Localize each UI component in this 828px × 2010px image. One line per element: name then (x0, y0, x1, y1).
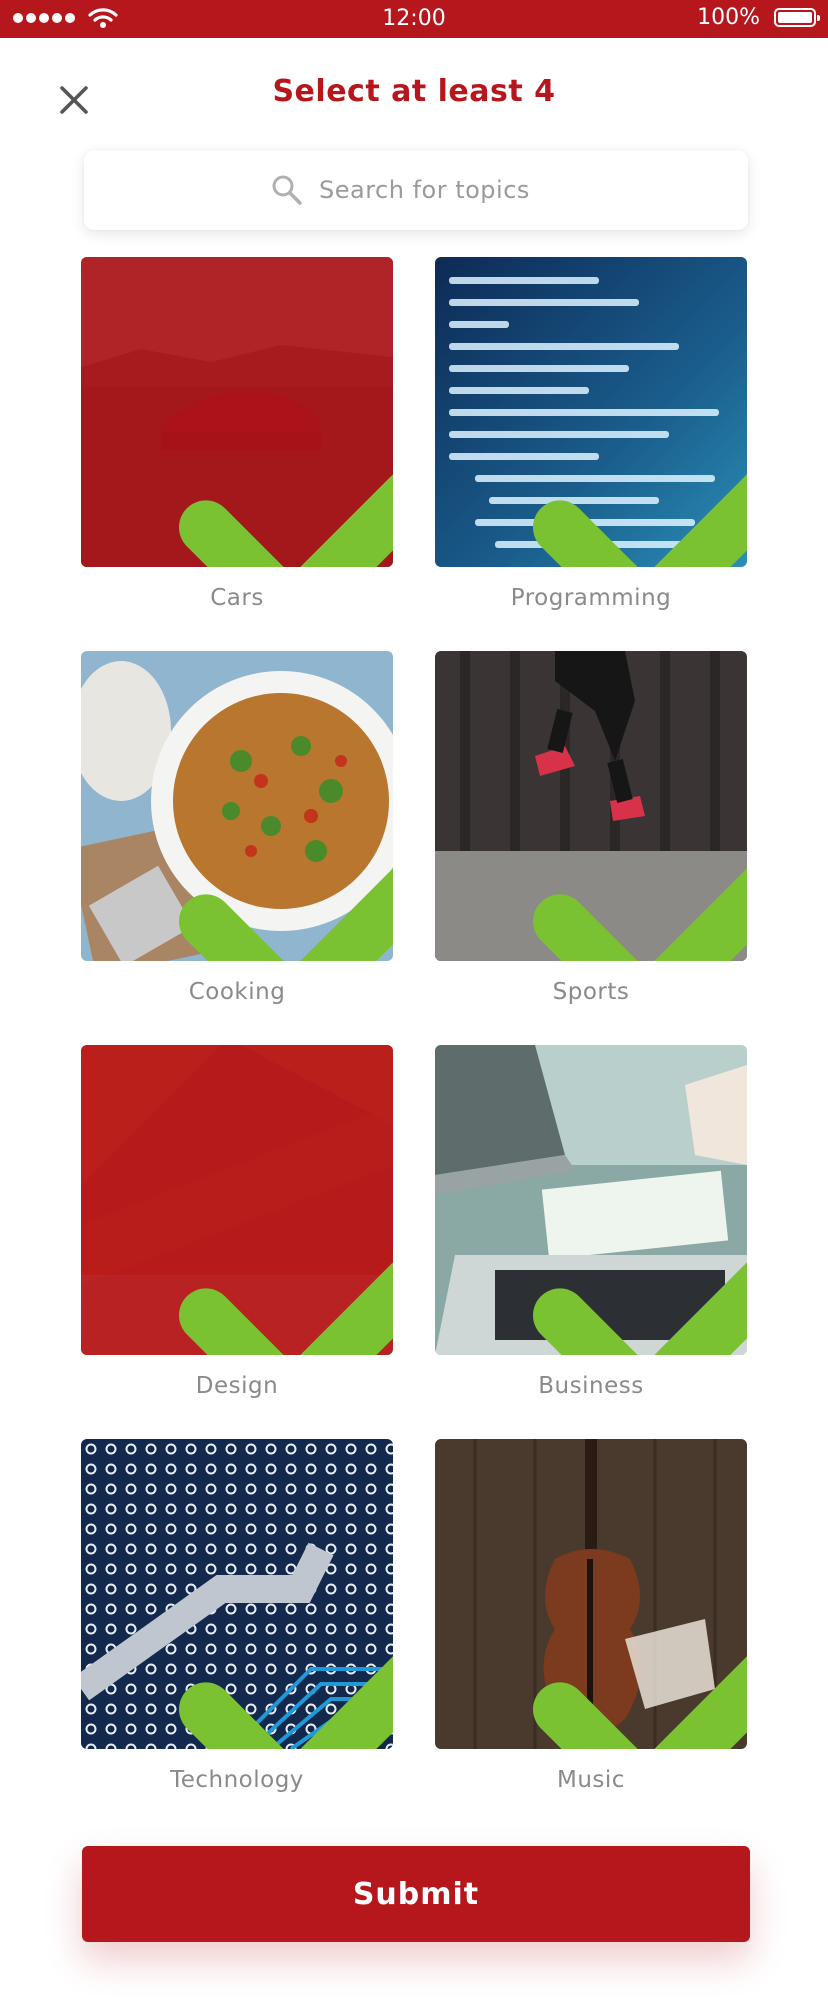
checkmark-icon (179, 868, 393, 961)
topic-tile-technology[interactable]: Technology (81, 1439, 393, 1793)
topic-tile-design[interactable]: Design (81, 1045, 393, 1399)
topic-label: Technology (170, 1767, 304, 1793)
topic-image-cooking (81, 651, 393, 961)
topic-label: Music (557, 1767, 625, 1793)
topic-image-music (435, 1439, 747, 1749)
battery-icon (774, 8, 820, 27)
topic-label: Cars (210, 585, 264, 611)
checkmark-icon (533, 1262, 747, 1355)
wifi-icon (88, 8, 118, 28)
topic-tile-cars[interactable]: Cars (81, 257, 393, 611)
search-bar[interactable] (84, 150, 748, 230)
checkmark-icon (179, 1656, 393, 1749)
close-icon[interactable] (56, 82, 92, 118)
topic-label: Cooking (188, 979, 286, 1005)
page-title: Select at least 4 (272, 74, 556, 109)
topic-label: Sports (552, 979, 630, 1005)
topic-tile-sports[interactable]: Sports (435, 651, 747, 1005)
selection-overlay (81, 1045, 393, 1355)
checkmark-icon (533, 868, 747, 961)
topic-tile-programming[interactable]: Programming (435, 257, 747, 611)
topic-image-design (81, 1045, 393, 1355)
search-input[interactable] (317, 175, 561, 205)
topic-label: Design (195, 1373, 279, 1399)
signal-strength-icon (13, 13, 75, 23)
topic-image-cars (81, 257, 393, 567)
battery-percentage: 100% (697, 5, 760, 30)
status-time: 12:00 (382, 6, 446, 31)
topic-tile-cooking[interactable]: Cooking (81, 651, 393, 1005)
checkmark-icon (533, 474, 747, 567)
checkmark-icon (179, 474, 393, 567)
status-bar: 12:00 100% (0, 0, 828, 38)
topic-image-sports (435, 651, 747, 961)
search-icon (272, 175, 302, 205)
topic-tile-business[interactable]: Business (435, 1045, 747, 1399)
topic-image-technology (81, 1439, 393, 1749)
topic-image-programming (435, 257, 747, 567)
topic-label: Programming (510, 585, 672, 611)
submit-button[interactable]: Submit (82, 1846, 750, 1942)
topic-image-business (435, 1045, 747, 1355)
checkmark-icon (533, 1656, 747, 1749)
selection-overlay (81, 257, 393, 567)
checkmark-icon (179, 1262, 393, 1355)
topic-tile-music[interactable]: Music (435, 1439, 747, 1793)
topic-label: Business (538, 1373, 644, 1399)
